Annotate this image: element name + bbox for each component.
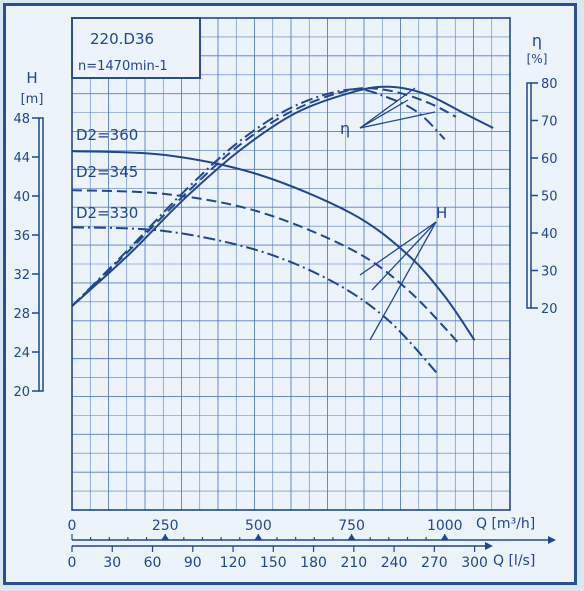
annotation-leader-line — [359, 221, 437, 276]
x-secondary-tick-label: 180 — [300, 555, 327, 571]
efficiency-curve-2330 — [71, 88, 446, 307]
head-curve-2345 — [71, 189, 461, 345]
y-right-tick-label: 20 — [541, 302, 558, 317]
y-right-tick-label: 30 — [541, 265, 558, 280]
y-right-tick-label: 40 — [541, 227, 558, 242]
y-left-tick-label: 44 — [13, 151, 30, 166]
series-label: D2=345 — [76, 163, 138, 181]
y-right-tick-label: 70 — [541, 115, 558, 130]
y-left-tick-label: 20 — [13, 385, 30, 400]
efficiency-annotation: η — [340, 119, 350, 138]
x-primary-tick-label: 1000 — [427, 518, 463, 534]
chart-title: 220.D36 — [90, 30, 154, 48]
x-secondary-tick-label: 300 — [461, 555, 488, 571]
x-primary-tick-marker — [161, 534, 170, 540]
annotation-leader-line — [371, 221, 437, 291]
axes: 20 24 28 32 36 40 44 48 20 30 40 50 60 70 80 0 250 500 750… — [13, 77, 557, 571]
chart-frame — [3, 3, 577, 585]
series-label: D2=330 — [76, 204, 138, 222]
x-primary-tick-label: 0 — [68, 518, 77, 534]
series-label: D2=360 — [76, 126, 138, 144]
x-secondary-tick-label: 270 — [421, 555, 448, 571]
curves — [71, 85, 494, 375]
y-right-tick-label: 80 — [541, 77, 558, 92]
head-annotation: H — [436, 204, 447, 222]
x-primary-axis-arrow — [548, 536, 556, 544]
x-primary-tick-label: 750 — [338, 518, 365, 534]
x-secondary-tick-label: 150 — [260, 555, 287, 571]
y-right-unit: [%] — [527, 52, 548, 66]
plot-border — [71, 17, 511, 511]
x-secondary-tick-label: 30 — [103, 555, 121, 571]
annotation-leader-line — [369, 221, 437, 341]
y-left-tick-label: 48 — [13, 112, 30, 127]
x-secondary-tick-label: 120 — [220, 555, 247, 571]
x-secondary-axis-arrow — [485, 542, 493, 550]
y-right-tick-label: 50 — [541, 190, 558, 205]
grid — [71, 17, 511, 511]
labels: D2=360 D2=345 D2=330 — [76, 126, 138, 222]
y-left-tick-label: 40 — [13, 190, 30, 205]
annotation-leader-line — [359, 87, 416, 129]
x-secondary-label: Q [l/s] — [493, 553, 535, 569]
x-primary-tick-label: 250 — [152, 518, 179, 534]
annotation-leader-line — [359, 111, 436, 129]
annotation-leader-line — [359, 99, 409, 129]
title-box — [71, 17, 201, 79]
x-secondary-tick-label: 210 — [340, 555, 367, 571]
y-right-tick-label: 60 — [541, 152, 558, 167]
y-left-axis-bar — [38, 117, 44, 392]
y-left-symbol: H — [26, 69, 37, 87]
efficiency-curve-2360 — [71, 85, 494, 307]
chart-subtitle: n=1470min-1 — [78, 59, 168, 74]
x-primary-tick-marker — [347, 534, 356, 540]
y-left-tick-label: 32 — [13, 268, 30, 283]
x-primary-label: Q [m³/h] — [476, 516, 535, 532]
x-secondary-tick-label: 0 — [68, 555, 77, 571]
x-primary-tick-label: 500 — [245, 518, 272, 534]
y-right-symbol: η — [532, 31, 542, 50]
x-secondary-tick-label: 90 — [184, 555, 202, 571]
y-left-unit: [m] — [21, 92, 44, 107]
x-primary-tick-marker — [254, 534, 263, 540]
head-curve-2330 — [71, 226, 439, 375]
x-secondary-tick-label: 240 — [381, 555, 408, 571]
efficiency-curve-2345 — [71, 87, 457, 307]
y-left-tick-label: 36 — [13, 229, 30, 244]
y-left-tick-label: 24 — [13, 346, 30, 361]
head-curve-2360 — [71, 150, 476, 341]
y-left-tick-label: 28 — [13, 307, 30, 322]
x-secondary-tick-label: 60 — [144, 555, 162, 571]
x-primary-tick-marker — [440, 534, 449, 540]
y-right-axis-bar — [526, 82, 532, 309]
